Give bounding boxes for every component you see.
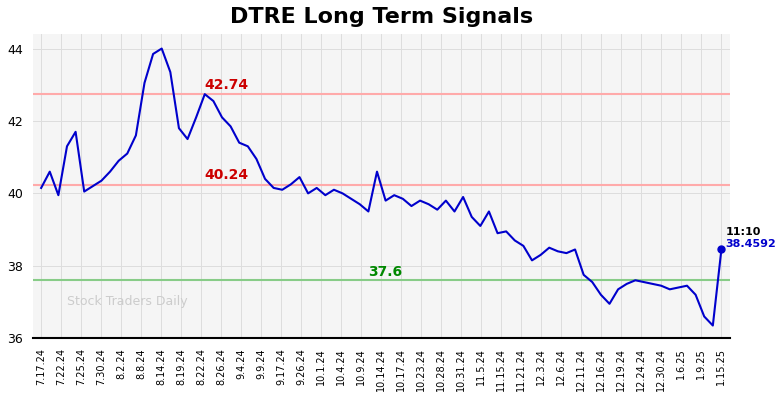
Text: 38.4592: 38.4592 <box>726 239 776 250</box>
Title: DTRE Long Term Signals: DTRE Long Term Signals <box>230 7 533 27</box>
Text: 40.24: 40.24 <box>205 168 249 182</box>
Text: 37.6: 37.6 <box>368 265 402 279</box>
Text: 11:10: 11:10 <box>726 227 761 237</box>
Text: 42.74: 42.74 <box>205 78 249 92</box>
Text: Stock Traders Daily: Stock Traders Daily <box>67 295 188 308</box>
